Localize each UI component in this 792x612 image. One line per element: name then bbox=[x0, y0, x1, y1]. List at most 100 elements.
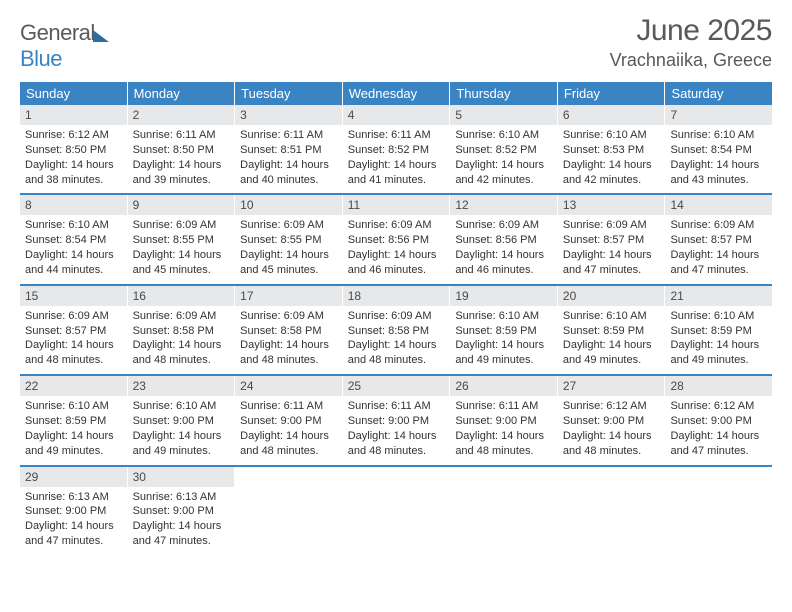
weekday-header: Monday bbox=[128, 82, 236, 105]
day-cell: 28Sunrise: 6:12 AMSunset: 9:00 PMDayligh… bbox=[665, 376, 772, 464]
sunrise-line: Sunrise: 6:10 AM bbox=[563, 309, 660, 324]
day-details: Sunrise: 6:09 AMSunset: 8:57 PMDaylight:… bbox=[558, 215, 665, 283]
day-number: 12 bbox=[450, 195, 557, 215]
day-number: 21 bbox=[665, 286, 772, 306]
header: General Blue June 2025 Vrachnaiika, Gree… bbox=[20, 14, 772, 72]
daylight-line: Daylight: 14 hours and 47 minutes. bbox=[670, 429, 767, 459]
sunrise-line: Sunrise: 6:10 AM bbox=[133, 399, 230, 414]
sunset-line: Sunset: 9:00 PM bbox=[563, 414, 660, 429]
day-cell: 26Sunrise: 6:11 AMSunset: 9:00 PMDayligh… bbox=[450, 376, 558, 464]
day-details: Sunrise: 6:09 AMSunset: 8:56 PMDaylight:… bbox=[450, 215, 557, 283]
day-number: 22 bbox=[20, 376, 127, 396]
day-cell: 1Sunrise: 6:12 AMSunset: 8:50 PMDaylight… bbox=[20, 105, 128, 193]
daylight-line: Daylight: 14 hours and 48 minutes. bbox=[240, 429, 337, 459]
daylight-line: Daylight: 14 hours and 47 minutes. bbox=[670, 248, 767, 278]
sunset-line: Sunset: 9:00 PM bbox=[348, 414, 445, 429]
daylight-line: Daylight: 14 hours and 45 minutes. bbox=[133, 248, 230, 278]
day-cell: 24Sunrise: 6:11 AMSunset: 9:00 PMDayligh… bbox=[235, 376, 343, 464]
sunset-line: Sunset: 9:00 PM bbox=[25, 504, 122, 519]
day-cell: 22Sunrise: 6:10 AMSunset: 8:59 PMDayligh… bbox=[20, 376, 128, 464]
day-cell: 18Sunrise: 6:09 AMSunset: 8:58 PMDayligh… bbox=[343, 286, 451, 374]
day-details: Sunrise: 6:09 AMSunset: 8:58 PMDaylight:… bbox=[128, 306, 235, 374]
daylight-line: Daylight: 14 hours and 49 minutes. bbox=[455, 338, 552, 368]
sunset-line: Sunset: 8:58 PM bbox=[348, 324, 445, 339]
day-number: 18 bbox=[343, 286, 450, 306]
week-row: 29Sunrise: 6:13 AMSunset: 9:00 PMDayligh… bbox=[20, 467, 772, 555]
sunset-line: Sunset: 8:58 PM bbox=[240, 324, 337, 339]
sunset-line: Sunset: 8:52 PM bbox=[348, 143, 445, 158]
sunset-line: Sunset: 8:57 PM bbox=[670, 233, 767, 248]
day-number: 20 bbox=[558, 286, 665, 306]
sunset-line: Sunset: 8:59 PM bbox=[670, 324, 767, 339]
day-details: Sunrise: 6:09 AMSunset: 8:57 PMDaylight:… bbox=[20, 306, 127, 374]
weekday-header: Sunday bbox=[20, 82, 128, 105]
sunrise-line: Sunrise: 6:10 AM bbox=[25, 218, 122, 233]
day-number: 4 bbox=[343, 105, 450, 125]
day-cell: 30Sunrise: 6:13 AMSunset: 9:00 PMDayligh… bbox=[128, 467, 236, 555]
sunrise-line: Sunrise: 6:10 AM bbox=[670, 309, 767, 324]
day-details: Sunrise: 6:11 AMSunset: 9:00 PMDaylight:… bbox=[450, 396, 557, 464]
day-details: Sunrise: 6:10 AMSunset: 8:59 PMDaylight:… bbox=[665, 306, 772, 374]
day-details: Sunrise: 6:10 AMSunset: 8:53 PMDaylight:… bbox=[558, 125, 665, 193]
sunset-line: Sunset: 8:52 PM bbox=[455, 143, 552, 158]
week-row: 8Sunrise: 6:10 AMSunset: 8:54 PMDaylight… bbox=[20, 195, 772, 285]
daylight-line: Daylight: 14 hours and 41 minutes. bbox=[348, 158, 445, 188]
daylight-line: Daylight: 14 hours and 47 minutes. bbox=[563, 248, 660, 278]
day-cell: 4Sunrise: 6:11 AMSunset: 8:52 PMDaylight… bbox=[343, 105, 451, 193]
weekday-header: Thursday bbox=[450, 82, 558, 105]
daylight-line: Daylight: 14 hours and 40 minutes. bbox=[240, 158, 337, 188]
sunset-line: Sunset: 8:58 PM bbox=[133, 324, 230, 339]
sunrise-line: Sunrise: 6:11 AM bbox=[455, 399, 552, 414]
day-details: Sunrise: 6:13 AMSunset: 9:00 PMDaylight:… bbox=[128, 487, 235, 555]
sunrise-line: Sunrise: 6:13 AM bbox=[133, 490, 230, 505]
sunset-line: Sunset: 8:56 PM bbox=[348, 233, 445, 248]
day-details: Sunrise: 6:10 AMSunset: 8:54 PMDaylight:… bbox=[20, 215, 127, 283]
day-cell: 25Sunrise: 6:11 AMSunset: 9:00 PMDayligh… bbox=[343, 376, 451, 464]
sunset-line: Sunset: 8:57 PM bbox=[563, 233, 660, 248]
day-number: 3 bbox=[235, 105, 342, 125]
day-details: Sunrise: 6:13 AMSunset: 9:00 PMDaylight:… bbox=[20, 487, 127, 555]
day-details: Sunrise: 6:10 AMSunset: 8:59 PMDaylight:… bbox=[558, 306, 665, 374]
sunrise-line: Sunrise: 6:11 AM bbox=[133, 128, 230, 143]
daylight-line: Daylight: 14 hours and 47 minutes. bbox=[25, 519, 122, 549]
day-details: Sunrise: 6:12 AMSunset: 8:50 PMDaylight:… bbox=[20, 125, 127, 193]
sunset-line: Sunset: 9:00 PM bbox=[133, 414, 230, 429]
sunrise-line: Sunrise: 6:09 AM bbox=[455, 218, 552, 233]
weekday-header: Tuesday bbox=[235, 82, 343, 105]
logo-sail-icon bbox=[93, 30, 109, 42]
day-details: Sunrise: 6:09 AMSunset: 8:57 PMDaylight:… bbox=[665, 215, 772, 283]
sunrise-line: Sunrise: 6:09 AM bbox=[25, 309, 122, 324]
day-cell: 12Sunrise: 6:09 AMSunset: 8:56 PMDayligh… bbox=[450, 195, 558, 283]
day-details: Sunrise: 6:09 AMSunset: 8:58 PMDaylight:… bbox=[235, 306, 342, 374]
daylight-line: Daylight: 14 hours and 48 minutes. bbox=[133, 338, 230, 368]
day-cell: 13Sunrise: 6:09 AMSunset: 8:57 PMDayligh… bbox=[558, 195, 666, 283]
day-number: 25 bbox=[343, 376, 450, 396]
empty-day-cell bbox=[450, 467, 558, 555]
daylight-line: Daylight: 14 hours and 48 minutes. bbox=[240, 338, 337, 368]
day-number: 29 bbox=[20, 467, 127, 487]
week-row: 1Sunrise: 6:12 AMSunset: 8:50 PMDaylight… bbox=[20, 105, 772, 195]
day-number: 30 bbox=[128, 467, 235, 487]
day-cell: 20Sunrise: 6:10 AMSunset: 8:59 PMDayligh… bbox=[558, 286, 666, 374]
week-row: 22Sunrise: 6:10 AMSunset: 8:59 PMDayligh… bbox=[20, 376, 772, 466]
sunset-line: Sunset: 8:54 PM bbox=[670, 143, 767, 158]
day-cell: 3Sunrise: 6:11 AMSunset: 8:51 PMDaylight… bbox=[235, 105, 343, 193]
daylight-line: Daylight: 14 hours and 48 minutes. bbox=[563, 429, 660, 459]
sunset-line: Sunset: 8:53 PM bbox=[563, 143, 660, 158]
sunrise-line: Sunrise: 6:09 AM bbox=[670, 218, 767, 233]
title-block: June 2025 Vrachnaiika, Greece bbox=[610, 14, 772, 71]
day-cell: 10Sunrise: 6:09 AMSunset: 8:55 PMDayligh… bbox=[235, 195, 343, 283]
logo-text-blue: Blue bbox=[20, 46, 62, 71]
day-number: 9 bbox=[128, 195, 235, 215]
weekday-header: Wednesday bbox=[343, 82, 451, 105]
day-number: 24 bbox=[235, 376, 342, 396]
daylight-line: Daylight: 14 hours and 48 minutes. bbox=[455, 429, 552, 459]
day-details: Sunrise: 6:12 AMSunset: 9:00 PMDaylight:… bbox=[665, 396, 772, 464]
daylight-line: Daylight: 14 hours and 46 minutes. bbox=[348, 248, 445, 278]
day-details: Sunrise: 6:09 AMSunset: 8:55 PMDaylight:… bbox=[128, 215, 235, 283]
day-cell: 6Sunrise: 6:10 AMSunset: 8:53 PMDaylight… bbox=[558, 105, 666, 193]
daylight-line: Daylight: 14 hours and 38 minutes. bbox=[25, 158, 122, 188]
day-cell: 15Sunrise: 6:09 AMSunset: 8:57 PMDayligh… bbox=[20, 286, 128, 374]
daylight-line: Daylight: 14 hours and 43 minutes. bbox=[670, 158, 767, 188]
sunrise-line: Sunrise: 6:10 AM bbox=[670, 128, 767, 143]
